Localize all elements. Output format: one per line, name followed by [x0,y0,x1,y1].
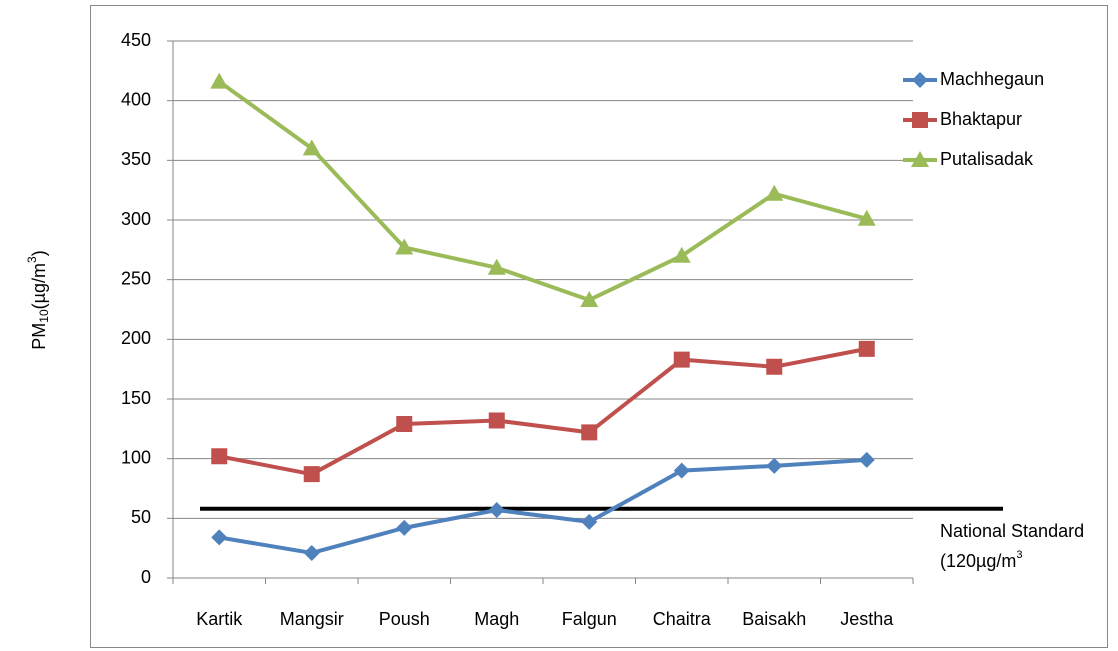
marker [488,501,505,518]
y-label-mid: (µg/m [29,263,49,309]
y-tick-label: 200 [121,328,151,348]
x-tick-label: Magh [474,609,519,629]
marker [581,513,598,530]
y-tick-label: 100 [121,447,151,467]
legend-label: Machhegaun [940,69,1044,89]
marker [673,351,690,368]
y-label-end: ) [29,250,49,256]
marker [396,519,413,536]
marker [488,412,505,429]
legend-marker [911,151,929,167]
series-line [218,457,867,555]
series-line [218,79,868,302]
marker [303,466,320,483]
y-label-sub: 10 [37,309,51,323]
x-tick-label: Falgun [562,609,617,629]
marker [580,290,599,307]
marker [211,448,228,465]
reference-label: National Standard [940,521,1084,541]
y-tick-label: 450 [121,30,151,50]
y-label-base: PM [29,323,49,350]
marker [766,358,783,375]
legend-marker [912,112,928,128]
series-line [218,346,868,477]
x-tick-label: Chaitra [653,609,712,629]
marker [211,529,228,546]
marker [396,416,413,433]
marker [302,139,321,156]
marker [395,238,414,255]
marker [858,340,875,357]
legend-label: Putalisadak [940,149,1034,169]
x-tick-label: Poush [379,609,430,629]
marker [303,544,320,561]
legend-label: Bhaktapur [940,109,1022,129]
x-tick-label: Mangsir [280,609,344,629]
x-tick-label: Jestha [840,609,894,629]
y-label-sup: 3 [25,256,39,263]
marker [765,184,784,201]
y-tick-label: 0 [141,567,151,587]
marker [673,462,690,479]
marker [858,451,875,468]
y-tick-label: 150 [121,388,151,408]
y-axis-label: PM10(µg/m3) [25,250,51,349]
y-tick-label: 50 [131,507,151,527]
reference-label-2: (120µg/m3 [940,549,1023,571]
marker [672,246,691,263]
legend-marker [912,72,928,88]
marker [766,457,783,474]
x-tick-label: Kartik [196,609,243,629]
marker [210,72,229,89]
y-tick-label: 300 [121,209,151,229]
x-tick-label: Baisakh [742,609,806,629]
y-tick-label: 350 [121,149,151,169]
y-tick-label: 400 [121,89,151,109]
marker [581,424,598,441]
marker [857,209,876,226]
y-tick-label: 250 [121,268,151,288]
marker [487,258,506,275]
reference-label-main: (120µg/m [940,551,1016,571]
reference-label-sup: 3 [1016,549,1022,561]
